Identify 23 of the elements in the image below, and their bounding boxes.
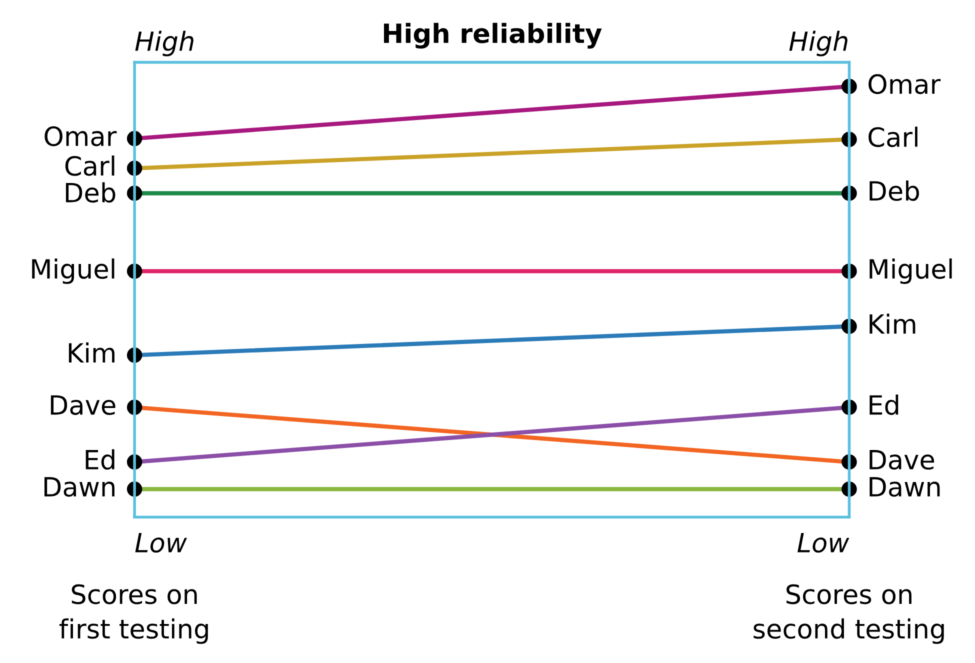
text: Carl [65, 156, 114, 176]
text: Deb [870, 180, 919, 201]
text: Kim [870, 314, 916, 334]
series-label: Carl [868, 126, 918, 148]
text: Dave [870, 450, 934, 470]
text: Ed [870, 394, 898, 415]
text: Miguel [870, 258, 952, 284]
text: Dawn [870, 477, 940, 497]
series-label: Ed [86, 449, 114, 470]
text: Omar [868, 74, 941, 94]
series-label: Omar [44, 126, 117, 146]
series-label: Dawn [44, 477, 114, 497]
chart-title: High reliability [384, 22, 602, 49]
series-label: Miguel [32, 258, 114, 284]
x-tick-label: Scores on first testing [59, 584, 208, 644]
text: High [789, 30, 848, 56]
series-label: Kim [68, 342, 114, 362]
series-label: Dave [50, 395, 116, 415]
text: High [135, 30, 194, 56]
text: Low [135, 533, 188, 553]
x-tick-label: Scores on second testing [754, 584, 944, 644]
series-label: Deb [66, 182, 116, 203]
text: Low [798, 533, 850, 553]
